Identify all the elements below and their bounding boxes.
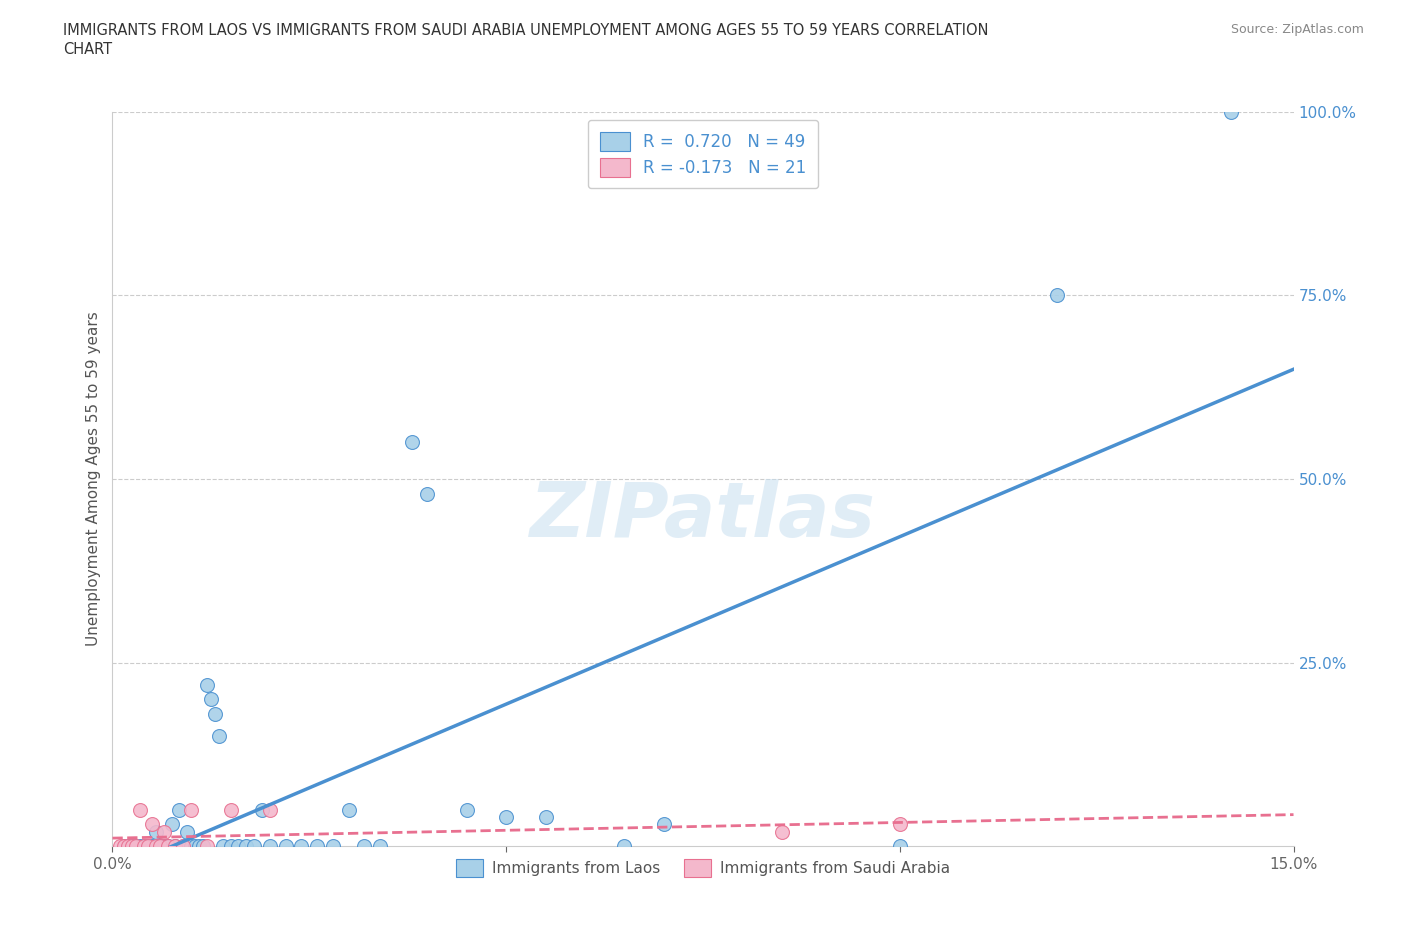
Point: [274, 839, 297, 854]
Point: [180, 802, 202, 817]
Point: [156, 839, 179, 854]
Point: [112, 839, 135, 854]
Point: [172, 839, 194, 854]
Point: [195, 677, 218, 692]
Point: [1046, 288, 1069, 303]
Point: [243, 839, 266, 854]
Point: [191, 839, 214, 854]
Point: [132, 839, 155, 854]
Point: [353, 839, 375, 854]
Point: [125, 839, 148, 854]
Point: [250, 802, 273, 817]
Point: [165, 839, 187, 854]
Point: [401, 435, 423, 450]
Point: [188, 839, 211, 854]
Point: [1219, 104, 1241, 119]
Point: [219, 839, 242, 854]
Point: [145, 824, 167, 839]
Point: [125, 839, 148, 854]
Point: [165, 839, 187, 854]
Point: [652, 817, 675, 831]
Point: [290, 839, 312, 854]
Y-axis label: Unemployment Among Ages 55 to 59 years: Unemployment Among Ages 55 to 59 years: [86, 312, 101, 646]
Point: [136, 839, 159, 854]
Point: [132, 839, 155, 854]
Point: [141, 839, 163, 854]
Point: [770, 824, 793, 839]
Point: [152, 839, 174, 854]
Point: [307, 839, 329, 854]
Point: [456, 802, 478, 817]
Point: [337, 802, 360, 817]
Point: [889, 839, 911, 854]
Point: [145, 839, 167, 854]
Point: [121, 839, 143, 854]
Point: [534, 809, 557, 824]
Point: [195, 839, 218, 854]
Point: [112, 839, 135, 854]
Text: CHART: CHART: [63, 42, 112, 57]
Point: [613, 839, 636, 854]
Point: [204, 707, 226, 722]
Point: [117, 839, 139, 854]
Point: [228, 839, 250, 854]
Text: IMMIGRANTS FROM LAOS VS IMMIGRANTS FROM SAUDI ARABIA UNEMPLOYMENT AMONG AGES 55 : IMMIGRANTS FROM LAOS VS IMMIGRANTS FROM …: [63, 23, 988, 38]
Point: [219, 802, 242, 817]
Point: [200, 692, 222, 707]
Point: [180, 839, 202, 854]
Point: [136, 839, 159, 854]
Point: [129, 802, 152, 817]
Point: [416, 486, 439, 501]
Point: [129, 839, 152, 854]
Point: [184, 839, 207, 854]
Point: [495, 809, 517, 824]
Point: [169, 802, 191, 817]
Point: [322, 839, 344, 854]
Point: [176, 824, 198, 839]
Point: [235, 839, 257, 854]
Point: [110, 839, 132, 854]
Point: [141, 817, 163, 831]
Point: [152, 824, 174, 839]
Point: [172, 839, 194, 854]
Point: [211, 839, 233, 854]
Point: [368, 839, 391, 854]
Text: ZIPatlas: ZIPatlas: [530, 479, 876, 552]
Point: [889, 817, 911, 831]
Point: [160, 817, 183, 831]
Legend: Immigrants from Laos, Immigrants from Saudi Arabia: Immigrants from Laos, Immigrants from Sa…: [450, 853, 956, 883]
Point: [259, 802, 281, 817]
Point: [149, 839, 172, 854]
Point: [156, 839, 179, 854]
Point: [117, 839, 139, 854]
Point: [208, 729, 231, 744]
Point: [259, 839, 281, 854]
Point: [149, 839, 172, 854]
Point: [121, 839, 143, 854]
Text: Source: ZipAtlas.com: Source: ZipAtlas.com: [1230, 23, 1364, 36]
